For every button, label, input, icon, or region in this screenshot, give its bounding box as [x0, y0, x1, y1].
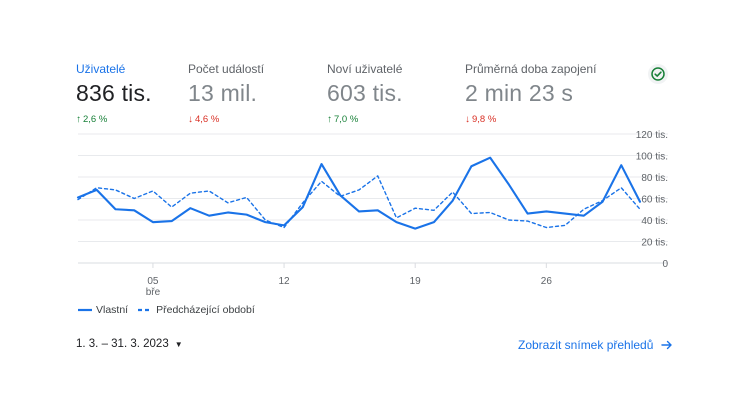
legend-label: Vlastní	[96, 304, 129, 316]
y-tick-label: 120 tis.	[636, 130, 668, 141]
y-tick-label: 20 tis.	[641, 238, 668, 249]
metric-change-value: 7,0 %	[334, 114, 359, 125]
y-tick-label: 40 tis.	[641, 216, 668, 227]
arrow-down-icon: ↓	[465, 113, 470, 125]
arrow-right-icon	[661, 340, 673, 350]
date-range-label: 1. 3. – 31. 3. 2023	[76, 338, 169, 350]
y-tick-label: 60 tis.	[641, 195, 668, 206]
solid-line-icon	[78, 308, 92, 312]
legend-label: Předcházející období	[156, 304, 255, 316]
check-circle-icon[interactable]	[648, 64, 668, 84]
x-tick-label: 05	[147, 276, 159, 287]
y-tick-label: 0	[662, 259, 668, 270]
metric-label: Noví uživatelé	[327, 62, 403, 76]
metric-value: 13 mil.	[188, 80, 258, 106]
y-tick-label: 100 tis.	[636, 152, 668, 163]
metric-new-users[interactable]: Noví uživatelé 603 tis. ↑ 7,0 %	[327, 62, 403, 125]
x-tick-label: 12	[279, 276, 291, 287]
report-link-label: Zobrazit snímek přehledů	[518, 338, 654, 352]
metric-change-value: 2,6 %	[83, 114, 108, 125]
metric-value: 2 min 23 s	[465, 80, 574, 106]
arrow-down-icon: ↓	[188, 113, 193, 125]
dashed-line-icon	[138, 308, 153, 312]
x-tick-sublabel: bře	[146, 287, 161, 298]
metric-change: ↑ 7,0 %	[327, 114, 403, 125]
metric-change: ↓ 9,8 %	[465, 114, 596, 125]
x-tick-label: 26	[541, 276, 553, 287]
metric-label: Průměrná doba zapojení	[465, 62, 597, 76]
metric-event-count[interactable]: Počet událostí 13 mil. ↓ 4,6 %	[188, 62, 264, 125]
series-line-current	[76, 156, 642, 230]
line-chart: 020 tis.40 tis.60 tis.80 tis.100 tis.120…	[76, 130, 668, 298]
metric-change: ↑ 2,6 %	[76, 114, 152, 125]
metric-value: 836 tis.	[76, 80, 152, 106]
x-tick-label: 19	[410, 276, 422, 287]
metric-avg-engagement-time[interactable]: Průměrná doba zapojení 2 min 23 s ↓ 9,8 …	[465, 62, 596, 125]
metrics-row: Uživatelé 836 tis. ↑ 2,6 % Počet událost…	[0, 0, 745, 130]
metric-label: Počet událostí	[188, 62, 265, 76]
caret-down-icon: ▼	[174, 339, 183, 349]
y-tick-label: 80 tis.	[641, 173, 668, 184]
arrow-up-icon: ↑	[76, 113, 81, 125]
series-line-previous-period	[77, 175, 641, 229]
metric-value: 603 tis.	[327, 80, 403, 106]
date-range-picker[interactable]: 1. 3. – 31. 3. 2023 ▼	[76, 338, 183, 350]
metric-change: ↓ 4,6 %	[188, 114, 264, 125]
legend-item-previous: Předcházející období	[138, 304, 255, 316]
view-reports-snapshot-link[interactable]: Zobrazit snímek přehledů	[518, 338, 673, 352]
chart-legend: Vlastní Předcházející období	[78, 304, 265, 316]
legend-item-current: Vlastní	[78, 304, 128, 316]
metric-users[interactable]: Uživatelé 836 tis. ↑ 2,6 %	[76, 62, 152, 125]
metric-change-value: 9,8 %	[472, 114, 497, 125]
arrow-up-icon: ↑	[327, 113, 332, 125]
metric-change-value: 4,6 %	[195, 114, 220, 125]
metric-label: Uživatelé	[76, 62, 126, 76]
